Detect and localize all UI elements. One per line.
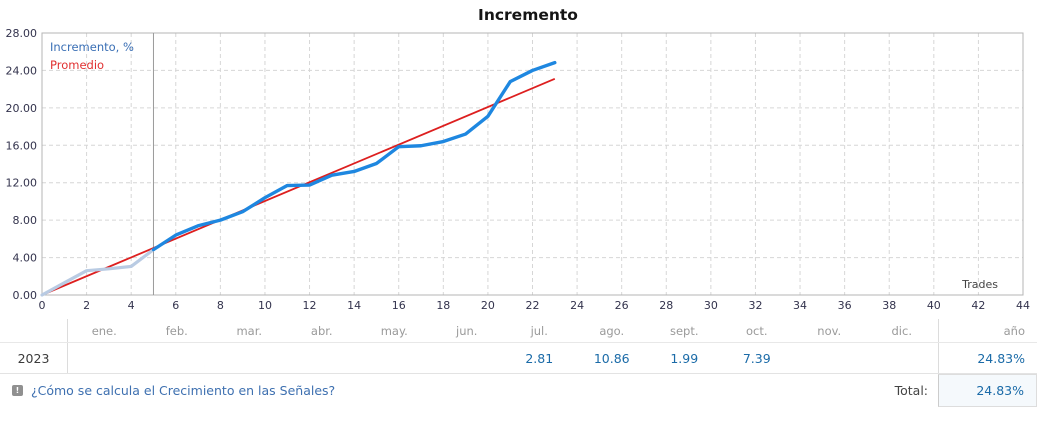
month-header-cell: dic. — [891, 323, 912, 338]
growth-help-link[interactable]: ¿Cómo se calcula el Crecimiento en las S… — [31, 383, 336, 398]
plot-border — [41, 32, 1024, 296]
x-tick-label: 38 — [882, 299, 896, 312]
x-tick-label: 8 — [217, 299, 224, 312]
y-tick-label: 4.00 — [13, 252, 38, 265]
month-header-cell: oct. — [745, 323, 768, 338]
month-value-cell: 7.39 — [742, 350, 771, 366]
month-value-cell: 2.81 — [525, 350, 554, 366]
x-tick-label: 24 — [570, 299, 584, 312]
y-tick-label: 12.00 — [6, 177, 38, 190]
x-tick-label: 30 — [704, 299, 718, 312]
table-row: 2023 2.81 10.86 1.99 7.39 24.83% — [0, 343, 1037, 374]
incremento-line — [151, 60, 557, 252]
x-tick-label: 32 — [748, 299, 762, 312]
month-value-cell: 1.99 — [670, 350, 699, 366]
chart-title: Incremento — [478, 6, 578, 24]
x-tick-label: 4 — [128, 299, 135, 312]
x-tick-label: 42 — [971, 299, 985, 312]
x-tick-label: 12 — [303, 299, 317, 312]
x-tick-label: 36 — [838, 299, 852, 312]
incremento-line-initial — [40, 248, 156, 297]
x-tick-label: 20 — [481, 299, 495, 312]
x-tick-label: 40 — [927, 299, 941, 312]
y-tick-label: 16.00 — [6, 139, 38, 152]
x-tick-label: 16 — [392, 299, 406, 312]
month-header-cell: feb. — [165, 323, 188, 338]
month-header-cell: nov. — [817, 323, 842, 338]
year-total-value: 24.83% — [938, 343, 1037, 373]
month-value-cell: 10.86 — [593, 350, 630, 366]
x-tick-label: 6 — [172, 299, 179, 312]
year-total-header: año — [938, 319, 1037, 342]
year-column-header — [0, 319, 68, 342]
y-tick-label: 8.00 — [13, 214, 38, 227]
x-tick-label: 0 — [39, 299, 46, 312]
x-tick-label: 34 — [793, 299, 807, 312]
legend-incremento: Incremento, % — [50, 40, 134, 54]
y-tick-label: 20.00 — [6, 102, 38, 115]
y-tick-label: 28.00 — [6, 27, 38, 40]
x-tick-label: 26 — [615, 299, 629, 312]
table-footer: ! ¿Cómo se calcula el Crecimiento en las… — [0, 374, 1037, 407]
x-tick-label: 2 — [83, 299, 90, 312]
month-header-row: ene. feb. mar. abr. may. jun. jul. ago. sept. oct… — [0, 319, 1037, 343]
month-header-cell: may. — [380, 323, 408, 338]
x-tick-label: 10 — [258, 299, 272, 312]
x-tick-label: 28 — [659, 299, 673, 312]
y-tick-label: 24.00 — [6, 64, 38, 77]
legend-promedio: Promedio — [50, 58, 104, 72]
year-label: 2023 — [0, 343, 68, 373]
monthly-growth-table: ene. feb. mar. abr. may. jun. jul. ago. sept. oct… — [0, 319, 1037, 407]
help-exclamation-icon[interactable]: ! — [12, 385, 23, 396]
month-header-cell: jun. — [456, 323, 478, 338]
x-tick-label: 22 — [526, 299, 540, 312]
total-value: 24.83% — [938, 374, 1037, 407]
total-label: Total: — [894, 383, 928, 398]
month-header-cell: ago. — [599, 323, 625, 338]
month-header-cell: mar. — [236, 323, 263, 338]
y-tick-label: 0.00 — [13, 289, 38, 302]
trades-axis-label: Trades — [961, 278, 998, 291]
x-tick-label: 44 — [1016, 299, 1030, 312]
x-tick-label: 18 — [436, 299, 450, 312]
month-header-cell: jul. — [530, 323, 548, 338]
month-header-cell: sept. — [669, 323, 699, 338]
month-header-cell: ene. — [91, 323, 117, 338]
x-tick-label: 14 — [347, 299, 361, 312]
month-header-cell: abr. — [310, 323, 333, 338]
